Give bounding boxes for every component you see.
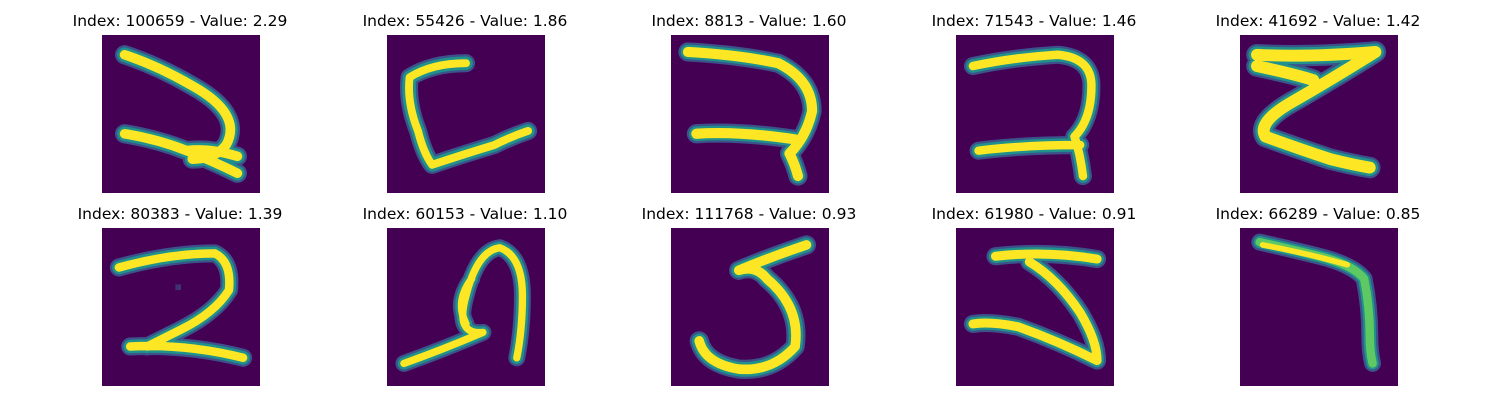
panel-10: Index: 66289 - Value: 0.85 (1216, 204, 1420, 386)
panel-9: Index: 61980 - Value: 0.91 (932, 204, 1136, 386)
panel-8: Index: 111768 - Value: 0.93 (642, 204, 856, 386)
digit-image (1240, 35, 1398, 193)
panel-title: Index: 60153 - Value: 1.10 (362, 205, 568, 223)
digit-image (671, 228, 829, 386)
panel-1: Index: 100659 - Value: 2.29 (73, 11, 287, 193)
panel-title: Index: 55426 - Value: 1.86 (362, 12, 568, 30)
digit-image (956, 35, 1114, 193)
digit-image (956, 228, 1114, 386)
panel-6: Index: 80383 - Value: 1.39 (78, 204, 282, 386)
digit-image (1240, 228, 1398, 386)
panel-4: Index: 71543 - Value: 1.46 (932, 11, 1136, 193)
panel-title: Index: 61980 - Value: 0.91 (931, 205, 1137, 223)
digit-image (387, 228, 545, 386)
panel-3: Index: 8813 - Value: 1.60 (649, 11, 849, 193)
panel-title: Index: 66289 - Value: 0.85 (1215, 205, 1421, 223)
panel-title: Index: 100659 - Value: 2.29 (72, 12, 288, 30)
digit-image (671, 35, 829, 193)
digit-image (102, 228, 260, 386)
panel-title: Index: 8813 - Value: 1.60 (651, 12, 847, 30)
panel-5: Index: 41692 - Value: 1.42 (1216, 11, 1420, 193)
digit-image (387, 35, 545, 193)
panel-7: Index: 60153 - Value: 1.10 (363, 204, 567, 386)
panel-title: Index: 80383 - Value: 1.39 (77, 205, 283, 223)
panel-2: Index: 55426 - Value: 1.86 (363, 11, 567, 193)
digit-image (102, 35, 260, 193)
panel-title: Index: 71543 - Value: 1.46 (931, 12, 1137, 30)
panel-title: Index: 111768 - Value: 0.93 (641, 205, 857, 223)
panel-title: Index: 41692 - Value: 1.42 (1215, 12, 1421, 30)
